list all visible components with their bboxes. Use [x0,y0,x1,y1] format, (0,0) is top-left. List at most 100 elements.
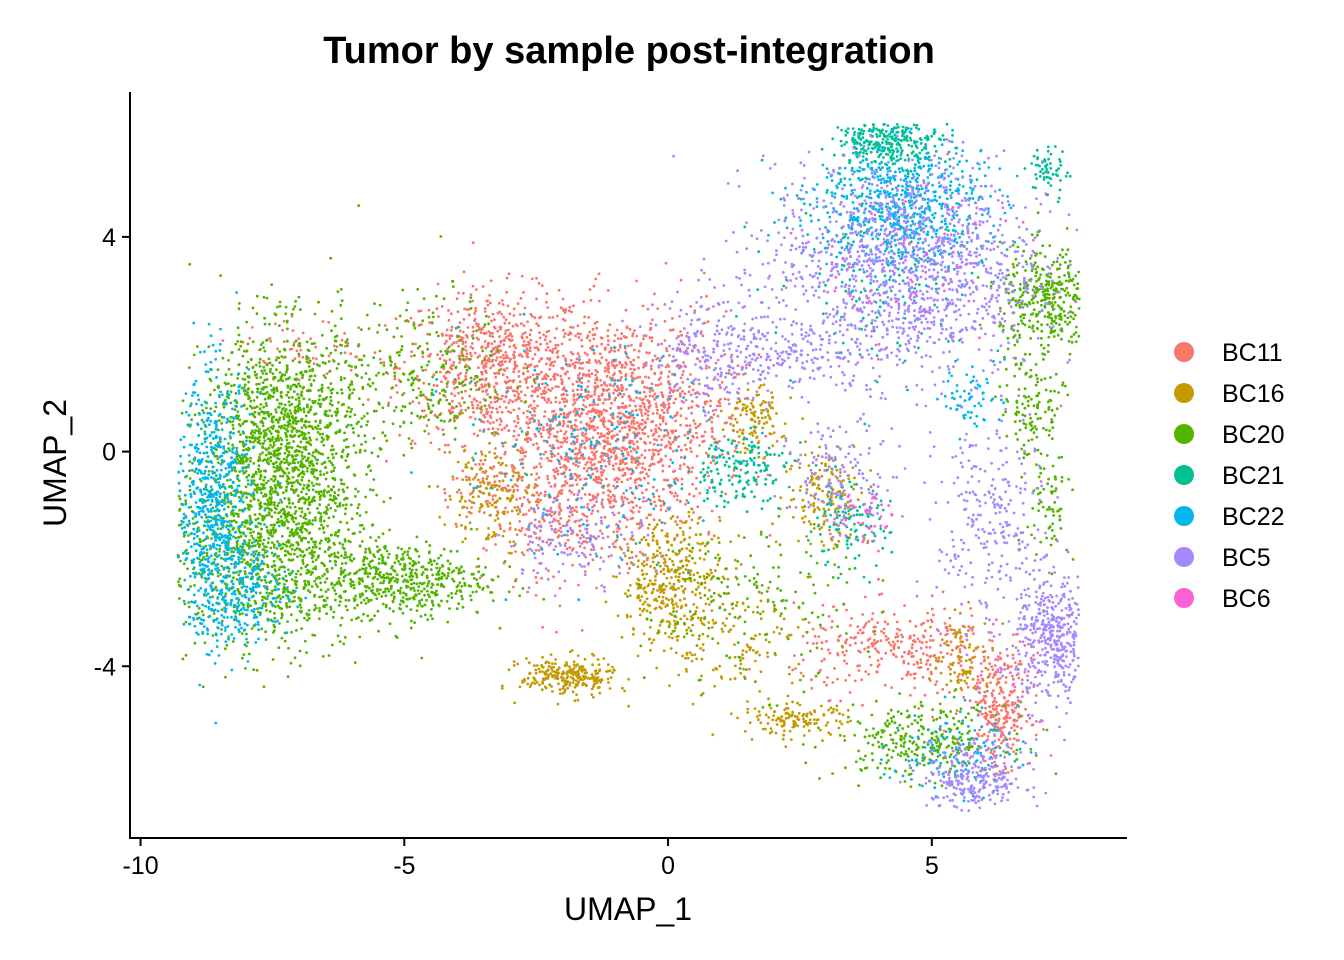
point [266,541,270,545]
point [691,702,695,706]
point [964,659,968,663]
point [464,537,467,541]
point [651,535,655,539]
point [410,350,413,354]
point [584,683,588,687]
point [565,547,569,551]
point [587,379,590,383]
point [766,655,770,659]
point [349,352,353,356]
point [276,421,280,424]
point [510,509,514,513]
point [534,671,538,675]
point [757,353,761,357]
point [504,318,508,322]
point [510,335,514,338]
point [428,321,431,324]
point [780,435,784,439]
point [547,569,550,573]
point [664,454,668,458]
point [690,405,694,409]
point [435,307,439,311]
point [516,302,520,305]
point [480,467,483,470]
point [507,551,511,555]
point [542,439,546,443]
point [702,648,705,652]
point [623,537,626,541]
point [501,461,504,465]
point [519,353,522,356]
point [730,475,734,479]
point [654,575,657,578]
point [516,505,520,509]
point [759,617,763,621]
point [647,513,651,517]
point [484,377,488,380]
point [500,684,504,688]
point [287,450,291,454]
point [694,426,698,430]
point [662,568,665,571]
point [472,432,476,436]
point [628,395,631,399]
point [636,654,640,658]
point [298,506,301,510]
point [791,668,795,672]
point [286,460,289,464]
point [513,389,516,393]
point [759,721,763,725]
point [909,673,912,677]
point [597,398,600,402]
point [546,474,549,478]
point [923,629,927,633]
point [650,641,654,645]
point [703,581,707,585]
point [443,487,446,491]
point [575,398,579,402]
point [911,643,914,646]
point [500,339,503,343]
point [593,333,597,336]
point [654,430,658,434]
point [675,411,679,414]
point [589,676,593,680]
point [449,350,453,353]
point [574,334,577,338]
point [1010,726,1013,730]
point [896,646,900,649]
point [586,506,589,509]
point [805,714,809,718]
point [385,459,388,463]
point [627,356,630,360]
point [647,406,651,410]
point [606,329,610,332]
point [318,498,322,501]
point [595,361,599,364]
point [599,361,602,365]
point [978,728,981,732]
point [880,630,883,633]
point [873,632,877,636]
point [543,398,547,402]
point [532,466,536,470]
point [514,346,517,350]
point [593,390,597,394]
point [753,707,757,710]
point [526,386,529,390]
point [597,481,601,484]
point [533,483,537,486]
point [468,478,471,482]
point [994,707,998,711]
point [671,431,675,435]
point [533,406,537,410]
point [775,723,779,726]
point [642,607,646,611]
point [644,395,648,399]
point [614,500,618,503]
point [696,424,700,428]
point [536,347,540,351]
point [611,665,614,669]
point [481,477,485,480]
point [922,621,925,625]
